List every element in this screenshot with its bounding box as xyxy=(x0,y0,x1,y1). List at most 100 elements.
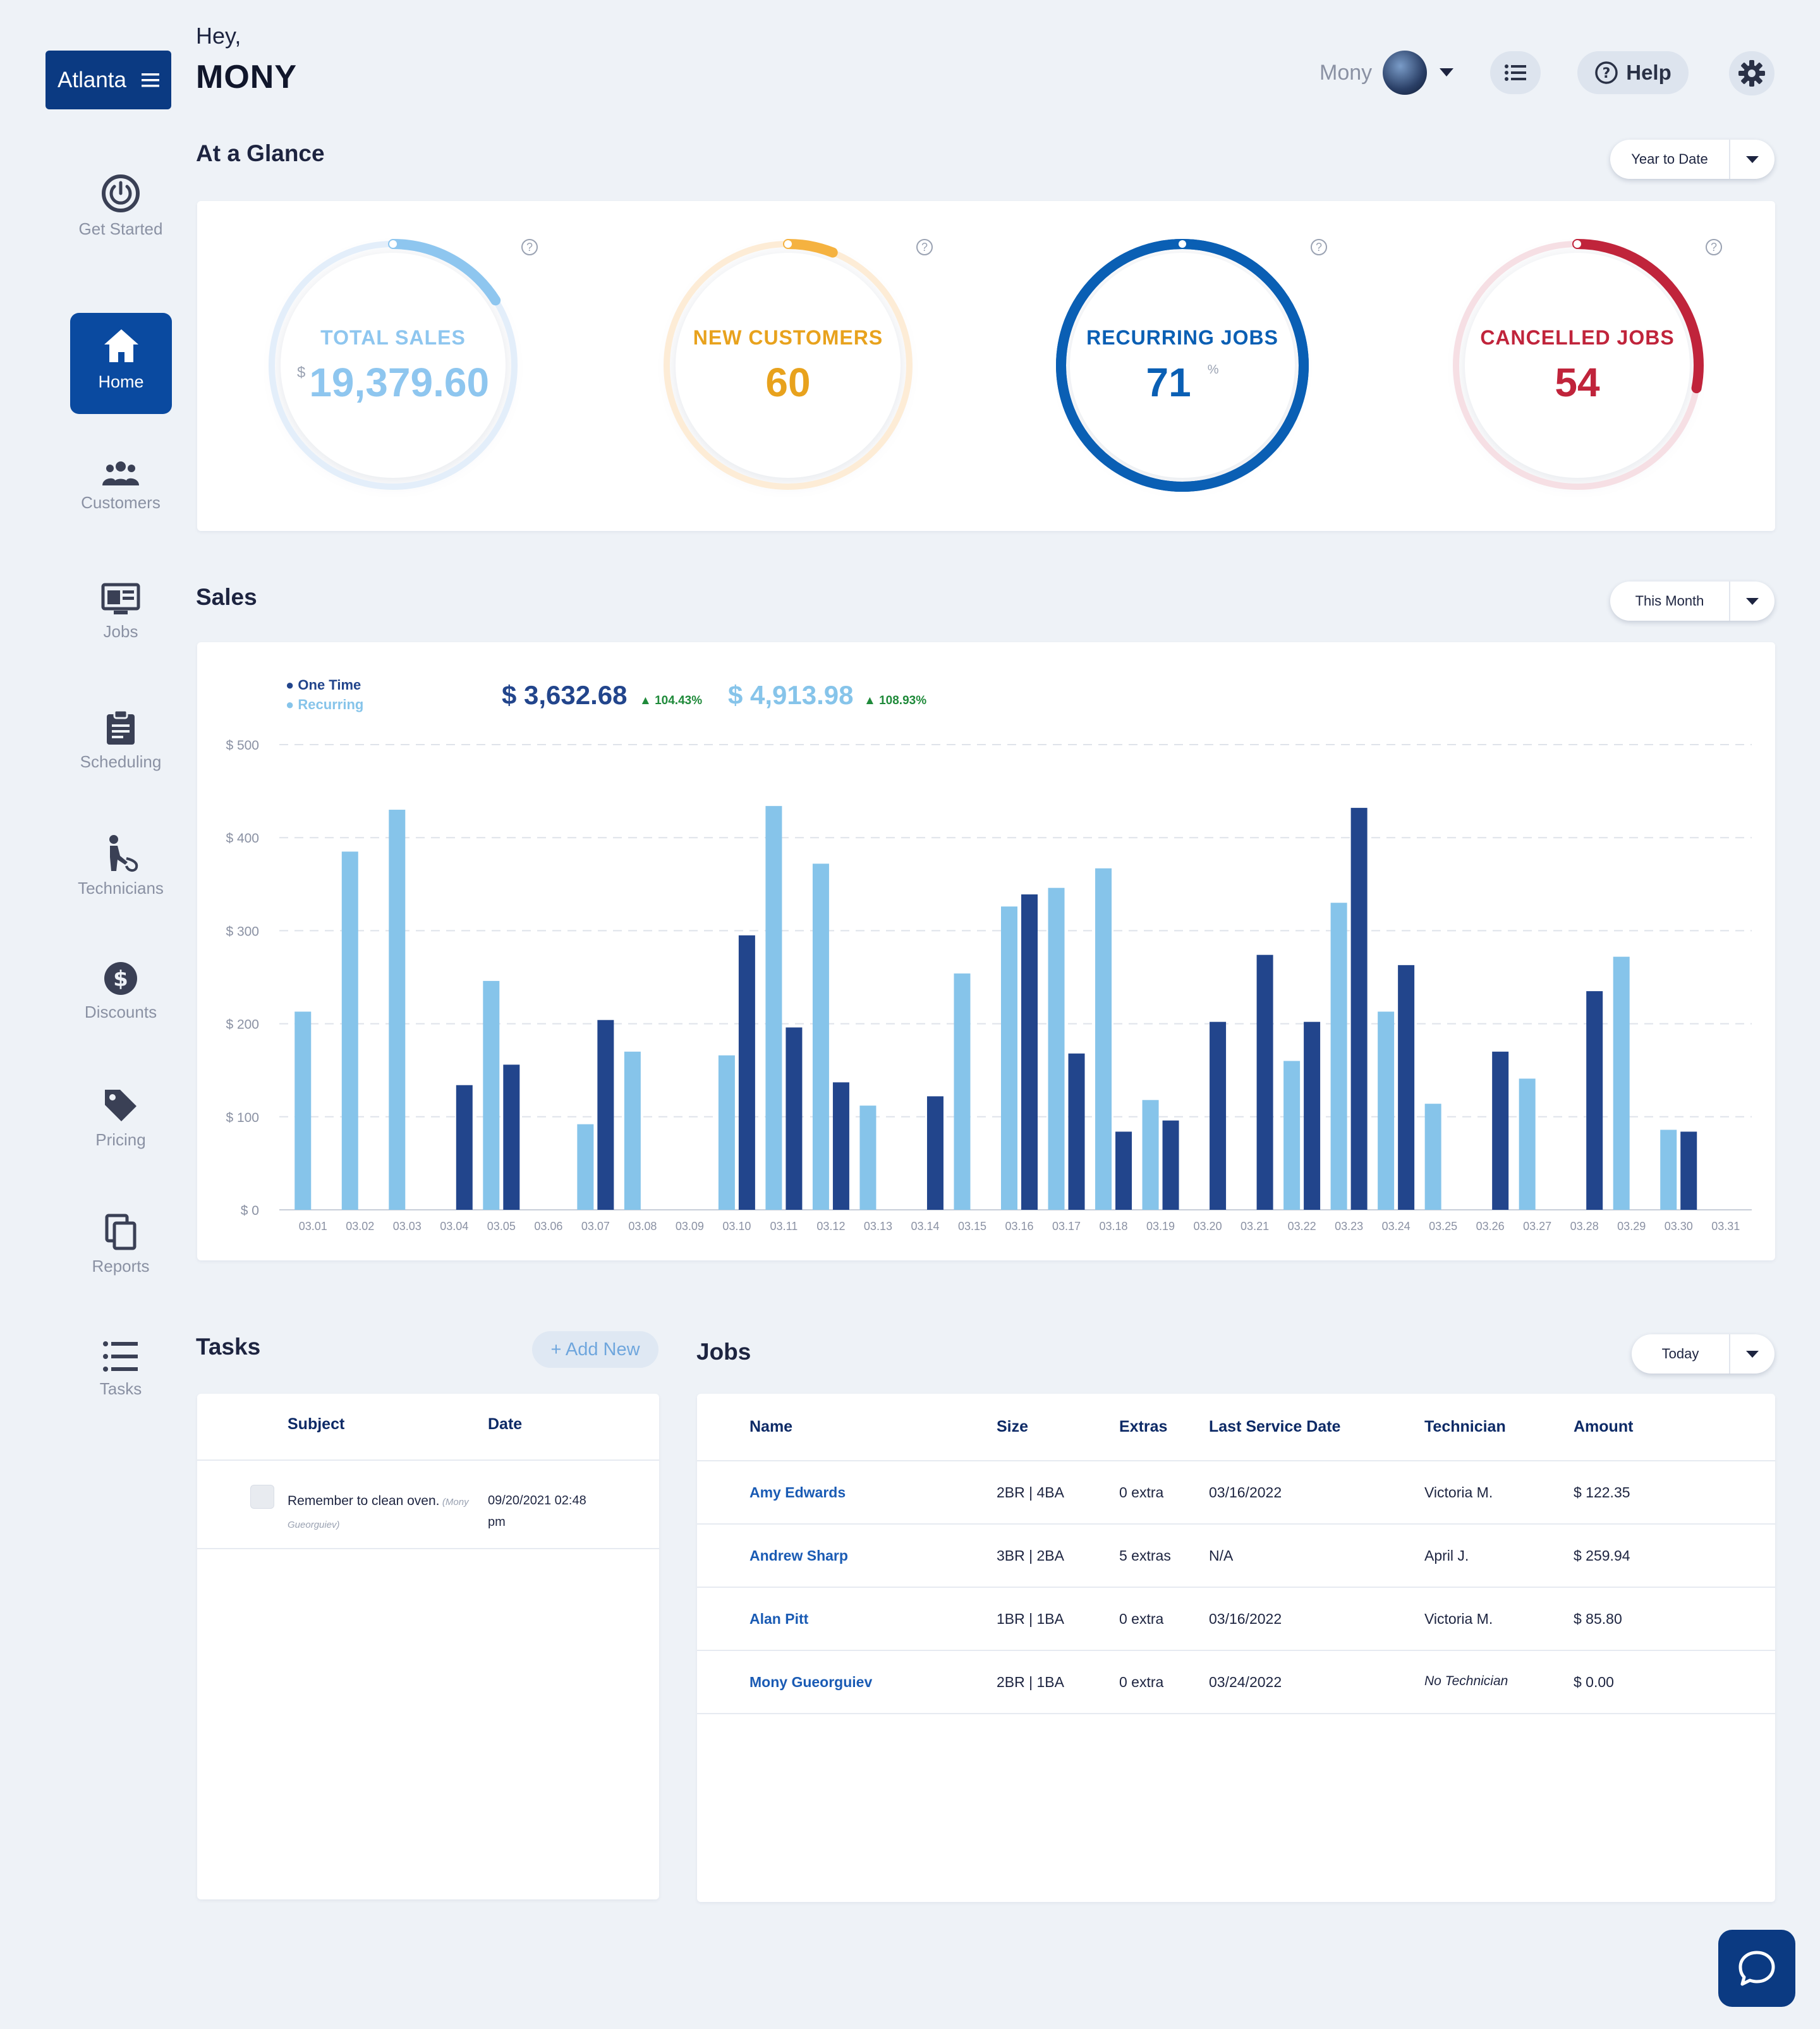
bar-recurring[interactable] xyxy=(294,1011,312,1210)
bar-one-time[interactable] xyxy=(738,935,755,1210)
bar-recurring[interactable] xyxy=(812,863,829,1210)
sidebar-item-label: Customers xyxy=(81,493,161,512)
bar-one-time[interactable] xyxy=(832,1082,849,1210)
x-tick-label: 03.17 xyxy=(1052,1220,1081,1233)
location-selector[interactable]: Atlanta xyxy=(46,51,171,109)
x-tick-label: 03.08 xyxy=(628,1220,657,1233)
info-icon[interactable]: ? xyxy=(521,239,538,255)
add-task-button[interactable]: + Add New xyxy=(532,1331,658,1368)
bar-recurring[interactable] xyxy=(1048,887,1065,1210)
jobs-period-dropdown[interactable]: Today xyxy=(1632,1334,1774,1374)
glance-period-dropdown[interactable]: Year to Date xyxy=(1610,140,1774,179)
x-tick-label: 03.14 xyxy=(911,1220,939,1233)
bar-recurring[interactable] xyxy=(624,1051,641,1210)
chevron-down-icon[interactable] xyxy=(1440,68,1453,76)
sidebar-item-tasks[interactable]: Tasks xyxy=(39,1340,202,1399)
sidebar-item-pricing[interactable]: Pricing xyxy=(39,1087,202,1150)
settings-button[interactable] xyxy=(1729,51,1774,95)
x-tick-label: 03.05 xyxy=(487,1220,516,1233)
bar-recurring[interactable] xyxy=(389,810,406,1210)
sidebar-item-discounts[interactable]: $ Discounts xyxy=(39,961,202,1022)
table-row[interactable]: Andrew Sharp 3BR | 2BA 5 extras N/A Apri… xyxy=(697,1525,1775,1587)
x-tick-label: 03.01 xyxy=(299,1220,327,1233)
bar-one-time[interactable] xyxy=(1115,1131,1132,1210)
sidebar-item-scheduling[interactable]: Scheduling xyxy=(39,709,202,772)
bar-recurring[interactable] xyxy=(1283,1061,1301,1210)
bar-one-time[interactable] xyxy=(1398,965,1415,1210)
bar-one-time[interactable] xyxy=(1350,808,1368,1210)
bar-recurring[interactable] xyxy=(1613,956,1630,1210)
bar-one-time[interactable] xyxy=(1492,1051,1509,1210)
value-number: 19,379.60 xyxy=(309,360,490,405)
ring-inner xyxy=(281,253,506,478)
bar-one-time[interactable] xyxy=(597,1020,614,1210)
bar-recurring[interactable] xyxy=(1142,1100,1159,1210)
bar-recurring[interactable] xyxy=(765,806,782,1210)
info-icon[interactable]: ? xyxy=(1706,239,1722,255)
bar-one-time[interactable] xyxy=(456,1085,473,1210)
chat-button[interactable] xyxy=(1718,1930,1795,2007)
user-menu-label[interactable]: Mony xyxy=(1320,61,1373,85)
bar-one-time[interactable] xyxy=(1680,1131,1697,1210)
job-customer-link[interactable]: Alan Pitt xyxy=(749,1611,809,1627)
bar-one-time[interactable] xyxy=(1068,1053,1085,1210)
table-row[interactable]: Amy Edwards 2BR | 4BA 0 extra 03/16/2022… xyxy=(697,1461,1775,1523)
bar-one-time[interactable] xyxy=(1586,991,1603,1210)
job-customer-link[interactable]: Mony Gueorguiev xyxy=(749,1674,873,1690)
info-icon[interactable]: ? xyxy=(1311,239,1327,255)
bar-recurring[interactable] xyxy=(1001,906,1017,1210)
bar-recurring[interactable] xyxy=(341,851,358,1210)
sidebar-item-home[interactable]: Home xyxy=(70,313,172,414)
glance-value: 54 xyxy=(1445,359,1710,406)
bar-recurring[interactable] xyxy=(1424,1104,1441,1210)
job-last-service: 03/16/2022 xyxy=(1209,1484,1282,1501)
sidebar-item-jobs[interactable]: Jobs xyxy=(39,583,202,642)
task-checkbox[interactable] xyxy=(250,1485,274,1509)
table-row[interactable]: Mony Gueorguiev 2BR | 1BA 0 extra 03/24/… xyxy=(697,1651,1775,1713)
bar-recurring[interactable] xyxy=(1330,903,1347,1210)
bar-one-time[interactable] xyxy=(1210,1021,1227,1210)
x-tick-label: 03.22 xyxy=(1288,1220,1316,1233)
bar-one-time[interactable] xyxy=(503,1064,520,1210)
bar-one-time[interactable] xyxy=(926,1096,943,1210)
bar-recurring[interactable] xyxy=(1519,1078,1536,1210)
y-tick-label: $ 0 xyxy=(241,1203,259,1218)
bar-one-time[interactable] xyxy=(786,1027,803,1210)
bar-recurring[interactable] xyxy=(1095,868,1112,1210)
bar-recurring[interactable] xyxy=(577,1124,594,1210)
job-customer-link[interactable]: Andrew Sharp xyxy=(749,1547,848,1564)
one-time-change: ▲ 104.43% xyxy=(640,694,703,707)
info-icon[interactable]: ? xyxy=(916,239,933,255)
sidebar-item-technicians[interactable]: Technicians xyxy=(39,834,202,898)
legend-one-time-label: One Time xyxy=(298,677,361,693)
recurring-change: ▲ 108.93% xyxy=(864,694,927,707)
sidebar-item-label: Reports xyxy=(92,1257,150,1276)
avatar[interactable] xyxy=(1383,51,1427,95)
table-row[interactable]: Alan Pitt 1BR | 1BA 0 extra 03/16/2022 V… xyxy=(697,1588,1775,1650)
bar-one-time[interactable] xyxy=(1256,954,1273,1210)
job-customer-link[interactable]: Amy Edwards xyxy=(749,1484,846,1501)
x-tick-label: 03.30 xyxy=(1665,1220,1693,1233)
bar-recurring[interactable] xyxy=(954,973,971,1210)
bar-recurring[interactable] xyxy=(859,1106,877,1210)
bar-recurring[interactable] xyxy=(483,980,500,1210)
bar-one-time[interactable] xyxy=(1021,894,1038,1210)
sales-period-dropdown[interactable]: This Month xyxy=(1610,582,1774,621)
job-extras: 0 extra xyxy=(1119,1611,1164,1627)
list-view-button[interactable] xyxy=(1490,51,1541,94)
bar-one-time[interactable] xyxy=(1162,1120,1179,1210)
bar-recurring[interactable] xyxy=(1378,1011,1395,1210)
table-row[interactable]: Remember to clean oven. (Mony Gueorguiev… xyxy=(197,1461,659,1548)
sidebar-item-reports[interactable]: Reports xyxy=(39,1214,202,1276)
bar-recurring[interactable] xyxy=(718,1055,735,1210)
sidebar-item-label: Discounts xyxy=(84,1002,157,1021)
sidebar-item-get-started[interactable]: Get Started xyxy=(39,174,202,239)
y-tick-label: $ 400 xyxy=(226,831,259,846)
x-tick-label: 03.29 xyxy=(1617,1220,1646,1233)
job-technician: No Technician xyxy=(1424,1674,1508,1688)
bar-one-time[interactable] xyxy=(1304,1021,1321,1210)
divider xyxy=(697,1523,1775,1525)
sidebar-item-customers[interactable]: Customers xyxy=(39,460,202,513)
help-button[interactable]: ? Help xyxy=(1577,51,1689,94)
bar-recurring[interactable] xyxy=(1660,1130,1677,1210)
